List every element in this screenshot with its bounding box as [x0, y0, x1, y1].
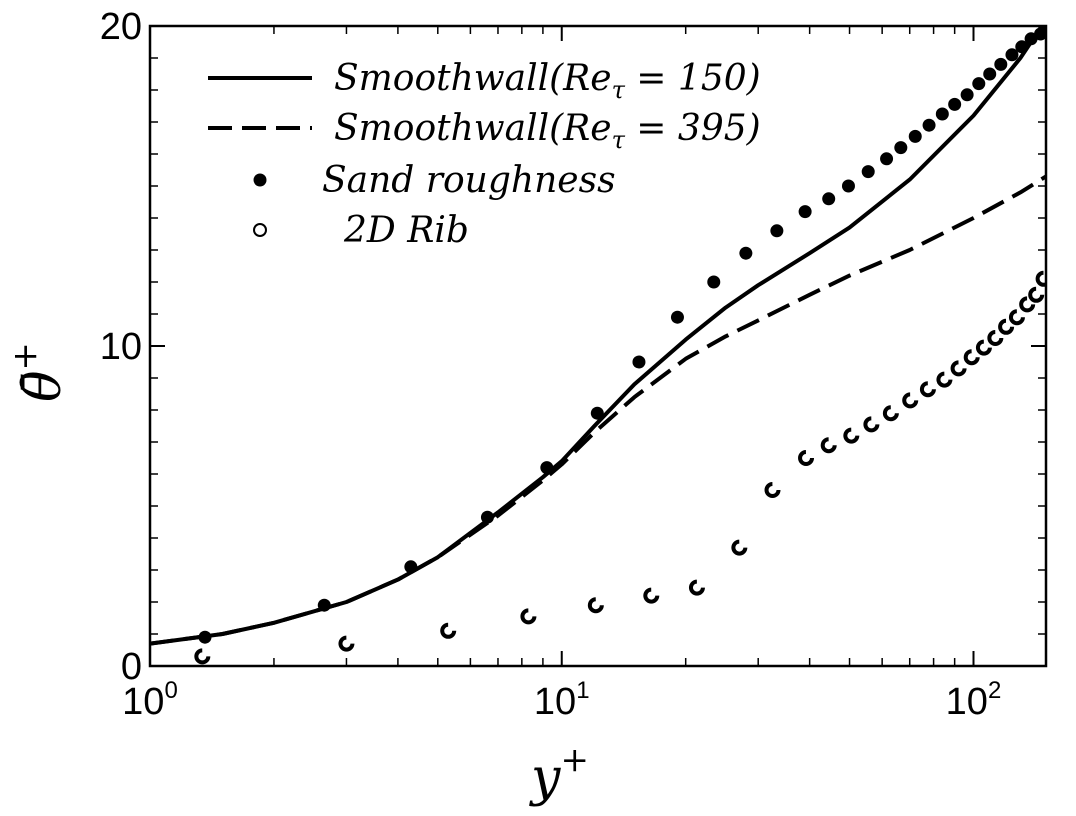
legend-smooth-395-c: = 395): [625, 108, 761, 149]
sand-roughness-point: [632, 355, 646, 369]
rib-point: [643, 587, 660, 604]
legend-label-smooth-150: Smoothwall(Reτ = 150): [334, 58, 761, 104]
x-tick-label-exp: 2: [988, 677, 1001, 704]
legend-label-rib: 2D Rib: [343, 210, 469, 251]
legend-smooth-395-tau: τ: [612, 126, 626, 154]
sand-roughness-point: [822, 192, 836, 206]
rib-point: [688, 579, 705, 596]
sand-roughness-point: [922, 118, 936, 132]
rib-point: [902, 392, 919, 409]
rib-point: [764, 482, 781, 498]
series-line-1: [150, 174, 1046, 646]
x-tick-label-base: 10: [122, 681, 164, 723]
y-tick-label: 10: [100, 326, 142, 368]
rib-point: [987, 330, 1004, 346]
sand-roughness-point: [894, 141, 908, 155]
rib-point: [1019, 296, 1036, 313]
rib-point: [731, 539, 748, 556]
y-axis-label: θ̄+: [5, 342, 73, 402]
x-tick-label: 100: [122, 677, 178, 723]
rib-point: [863, 416, 880, 433]
sand-roughness-point: [880, 152, 894, 166]
sand-roughness-point: [948, 97, 962, 111]
y-axis-label-group: θ̄+: [5, 342, 73, 402]
rib-point: [798, 450, 815, 466]
rib-point: [1008, 309, 1025, 326]
y-tick-labels: 0 10 20: [100, 6, 142, 688]
rib-point: [194, 648, 211, 665]
series-layer: [150, 26, 1046, 665]
sand-roughness-point: [770, 224, 784, 238]
x-axis-label-sup: +: [560, 740, 589, 780]
legend-smooth-395-a: Smoothwall(: [334, 108, 564, 149]
x-axis-label: y+: [529, 740, 589, 808]
x-tick-label: 101: [534, 677, 590, 723]
y-tick-label: 20: [100, 6, 142, 48]
legend-smooth-150-c: = 150): [625, 58, 761, 99]
rib-point: [1028, 286, 1045, 303]
sand-roughness-point: [983, 67, 997, 81]
y-tick-label: 0: [121, 646, 142, 688]
plot-frame: [148, 24, 1048, 668]
y-axis-label-main: θ̄: [13, 371, 73, 402]
sand-roughness-point: [1005, 48, 1019, 62]
y-axis-label-sup: +: [5, 342, 45, 371]
x-tick-label-base: 10: [946, 681, 988, 723]
sand-roughness-point: [707, 275, 721, 289]
legend-marker-sand: [253, 173, 267, 187]
x-tick-label: 102: [946, 677, 1002, 723]
sand-roughness-point: [739, 246, 753, 260]
legend-label-smooth-395: Smoothwall(Reτ = 395): [334, 108, 761, 154]
sand-roughness-point: [670, 310, 684, 324]
x-tick-label-exp: 0: [164, 677, 177, 704]
rib-point: [820, 437, 837, 454]
rib-point: [950, 360, 967, 377]
rib-point: [520, 608, 537, 625]
sand-roughness-point: [994, 57, 1008, 71]
minor-ticks: [150, 26, 1046, 666]
sand-roughness-point: [480, 510, 494, 524]
legend-smooth-150-b: Re: [562, 58, 611, 99]
x-tick-label-base: 10: [534, 681, 576, 723]
sand-roughness-point: [198, 630, 212, 644]
rib-point: [338, 635, 355, 652]
sand-roughness-point: [590, 406, 604, 420]
rib-point: [1035, 270, 1046, 287]
sand-roughness-point: [404, 560, 418, 574]
legend: Smoothwall(Reτ = 150) Smoothwall(Reτ = 3…: [208, 58, 761, 251]
sand-roughness-point: [960, 88, 974, 102]
rib-point: [998, 318, 1015, 335]
sand-roughness-point: [972, 77, 986, 91]
rib-point: [843, 427, 860, 444]
rib-point: [936, 371, 953, 388]
sand-roughness-point: [1041, 26, 1046, 34]
sand-roughness-point: [540, 461, 554, 475]
x-tick-labels: 100 101 102: [122, 677, 1001, 723]
rib-point: [919, 381, 936, 398]
sand-roughness-point: [317, 598, 331, 612]
legend-smooth-150-a: Smoothwall(: [334, 58, 564, 99]
rib-point: [963, 349, 980, 366]
x-tick-label-exp: 1: [576, 677, 589, 704]
rib-point: [440, 622, 457, 639]
legend-label-sand: Sand roughness: [322, 160, 616, 201]
sand-roughness-point: [798, 205, 812, 219]
sand-roughness-point: [861, 165, 875, 179]
sand-roughness-point: [1015, 40, 1029, 54]
legend-smooth-150-tau: τ: [612, 76, 626, 104]
sand-roughness-point: [908, 129, 922, 143]
sand-roughness-point: [935, 107, 949, 121]
x-axis-label-main: y: [529, 748, 561, 808]
legend-smooth-395-b: Re: [562, 108, 611, 149]
sand-roughness-point: [841, 179, 855, 193]
legend-marker-rib: [253, 223, 267, 237]
rib-point: [975, 339, 992, 356]
rib-point: [587, 597, 604, 614]
rib-point: [882, 405, 899, 422]
